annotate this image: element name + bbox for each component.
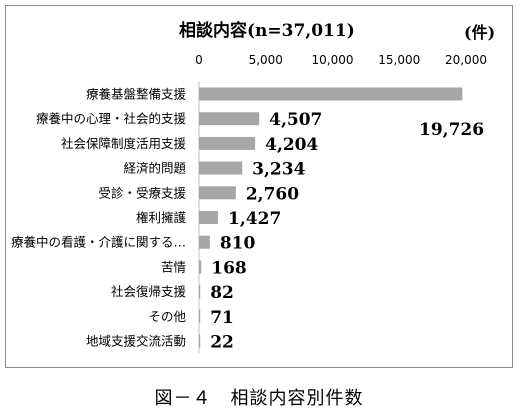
bar: [199, 211, 219, 224]
data-labels: 19,726 4,507 4,204 3,234 2,760 1,427 810 168 82 7…: [210, 110, 484, 352]
bar: [199, 136, 256, 150]
data-label: 1,427: [228, 209, 281, 229]
bar: [199, 285, 201, 299]
category-labels: 療養基盤整備支援療養中の心理・社会的支援社会保障制度活用支援経済的問題受診・受療…: [11, 87, 187, 349]
x-tick-label: 20,000: [445, 53, 487, 67]
x-axis: 0 5,000 10,000 15,000 20,000: [195, 53, 487, 67]
category-label: 経済的問題: [123, 161, 186, 176]
category-label: その他: [148, 309, 186, 324]
category-label: 地域支援交流活動: [86, 334, 186, 349]
bar: [199, 87, 463, 101]
data-label: 3,234: [252, 160, 305, 180]
data-label: 810: [220, 234, 256, 254]
bars: [199, 87, 463, 348]
unit-label: (件): [464, 23, 495, 42]
category-label: 権利擁護: [136, 210, 187, 225]
data-label: 82: [210, 283, 234, 303]
data-label: 2,760: [246, 184, 299, 204]
bar: [199, 334, 201, 348]
category-label: 苦情: [161, 259, 186, 274]
data-label: 168: [211, 258, 247, 278]
data-label: 19,726: [419, 120, 484, 140]
data-label: 4,204: [265, 135, 318, 155]
bar: [199, 260, 202, 274]
category-label: 社会復帰支援: [111, 284, 187, 299]
x-tick-label: 15,000: [378, 53, 420, 67]
bar: [199, 161, 243, 175]
bar: [199, 112, 260, 126]
chart-title: 相談内容(n=37,011): [179, 20, 355, 41]
data-label: 22: [210, 333, 234, 353]
category-label: 社会保障制度活用支援: [61, 136, 187, 151]
data-label: 71: [210, 308, 234, 328]
x-tick-label: 5,000: [249, 53, 283, 67]
chart-frame: 相談内容(n=37,011) (件) 0 5,000 10,000 15,000 20,…: [5, 5, 513, 368]
bar: [199, 309, 201, 323]
category-label: 療養中の心理・社会的支援: [36, 111, 187, 126]
category-label: 療養中の看護・介護に関する…: [11, 235, 186, 250]
data-label: 4,507: [269, 110, 322, 130]
bar: [199, 235, 210, 249]
bar-chart: 相談内容(n=37,011) (件) 0 5,000 10,000 15,000 20,…: [11, 20, 495, 353]
category-label: 受診・受療支援: [98, 185, 186, 200]
x-tick-label: 10,000: [312, 53, 354, 67]
bar: [199, 186, 236, 200]
category-label: 療養基盤整備支援: [86, 87, 187, 102]
figure-caption: 図－４ 相談内容別件数: [154, 388, 364, 409]
x-tick-label: 0: [195, 53, 203, 67]
